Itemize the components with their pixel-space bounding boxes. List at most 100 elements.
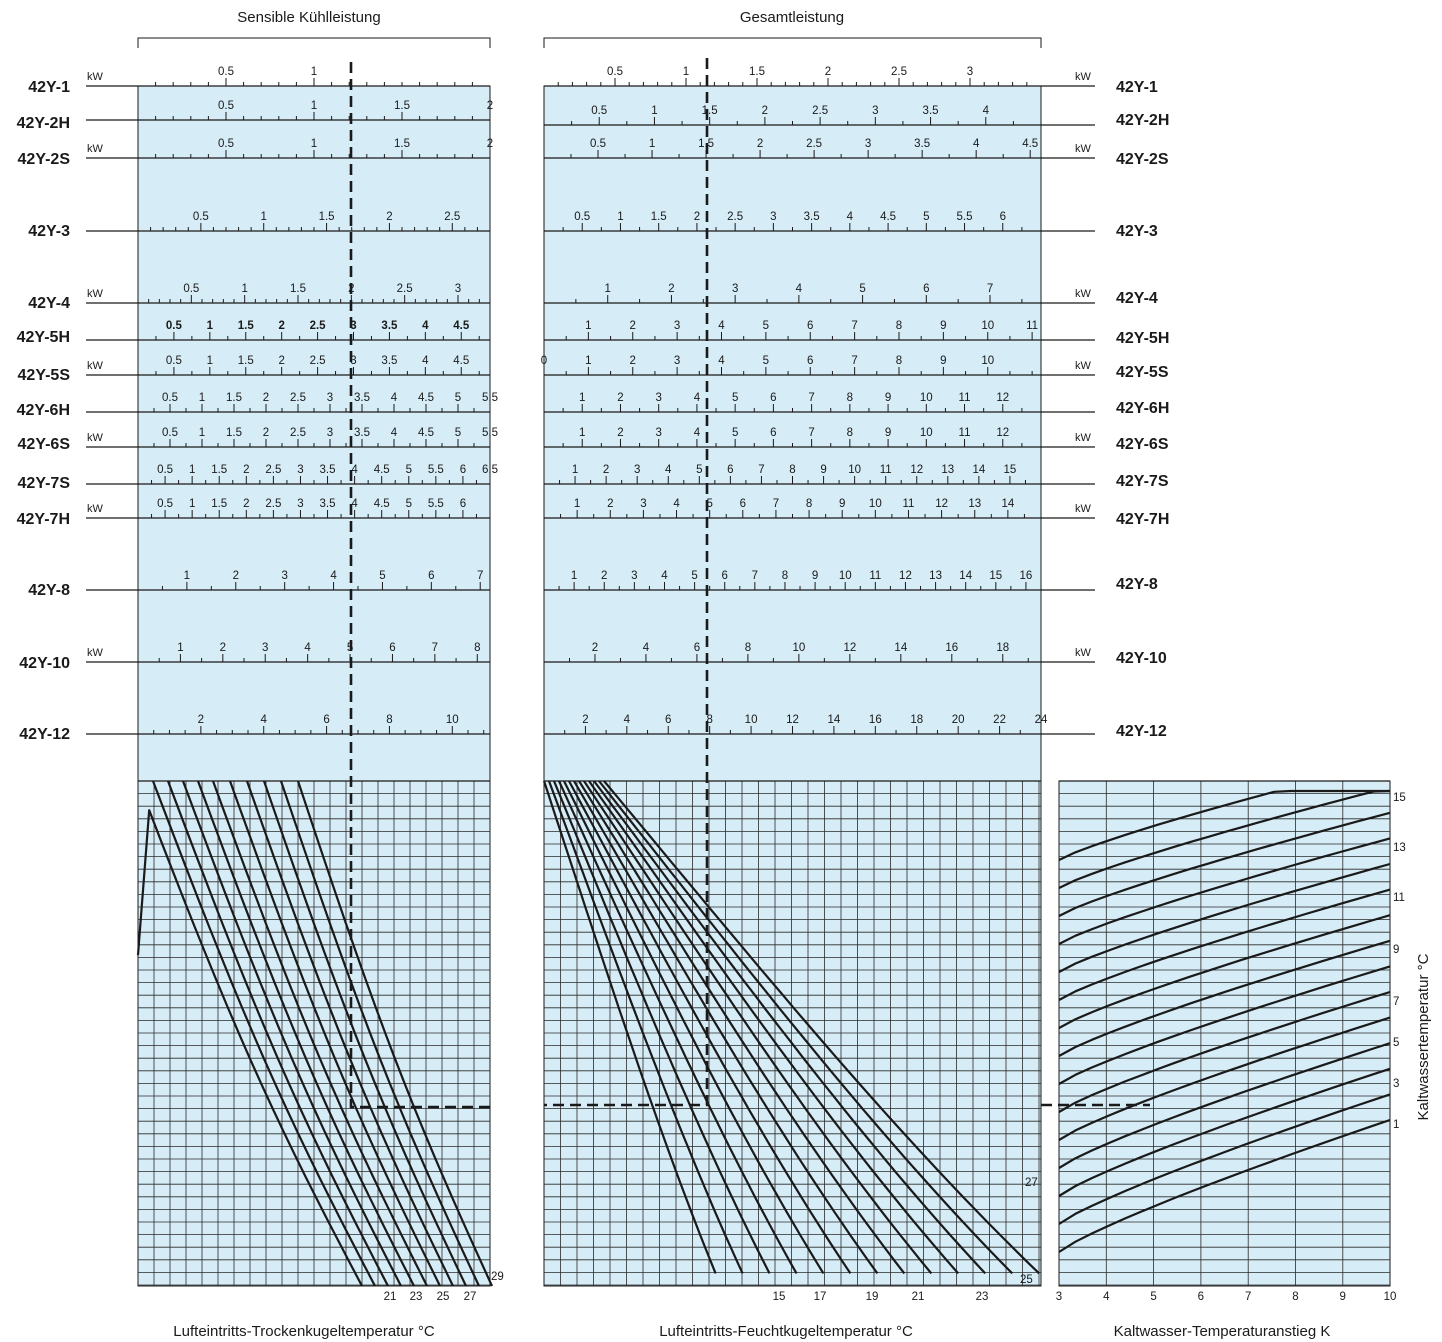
scale-tick-label: 1.5	[394, 100, 410, 112]
model-label-left: 42Y-10	[19, 655, 70, 672]
scale-tick-label: 3	[640, 498, 646, 510]
scale-tick-label: 1	[572, 464, 578, 476]
scale-tick-label: 11	[959, 392, 971, 404]
unit-label-left: kW	[87, 71, 104, 83]
model-label-right: 42Y-12	[1116, 723, 1167, 740]
scale-tick-label: 1	[207, 355, 213, 367]
scale-tick-label: 6	[694, 642, 700, 654]
ylabel-water: Kaltwassertemperatur °C	[1415, 953, 1432, 1120]
curve-water	[1058, 914, 1391, 1029]
scale-tick-label: 3	[872, 105, 878, 117]
scale-tick-label: 1.5	[702, 105, 718, 117]
curve-total	[542, 780, 717, 1274]
model-label-right: 42Y-7S	[1116, 473, 1169, 490]
scale-tick-label: 3	[770, 211, 776, 223]
scale-tick-label: 0.5	[157, 464, 173, 476]
scale-tick-label: 14	[894, 642, 907, 654]
scale-tick-label: 9	[885, 427, 891, 439]
scale-tick-label: 7	[758, 464, 764, 476]
scale-tick-label: 5.5	[482, 392, 498, 404]
scale-tick-label: 7	[851, 355, 857, 367]
scale-tick-label: 2	[386, 211, 392, 223]
scale-tick-label: 4	[661, 570, 668, 582]
scale-tick-label: 9	[940, 320, 946, 332]
scale-tick-label: 4.5	[374, 464, 390, 476]
model-label-left: 42Y-5S	[18, 367, 71, 384]
model-label-left: 42Y-7H	[17, 511, 70, 528]
model-label-right: 42Y-6S	[1116, 436, 1169, 453]
scale-tick-label: 8	[896, 320, 902, 332]
curve-total	[573, 780, 879, 1275]
model-label-right: 42Y-4	[1116, 290, 1158, 307]
scale-tick-label: 1	[177, 642, 183, 654]
scale-tick-label: 5	[455, 427, 461, 439]
unit-label-right: kW	[1075, 288, 1092, 300]
curve-water	[1058, 1042, 1391, 1169]
scale-tick-label: 5	[732, 392, 738, 404]
curve-label-total: 27	[1025, 1177, 1038, 1189]
scale-tick-label: 5	[691, 570, 697, 582]
water-x-tick: 8	[1292, 1291, 1298, 1303]
scale-tick-label: 2	[263, 427, 269, 439]
scale-tick-label: 2.5	[310, 355, 326, 367]
model-label-right: 42Y-2H	[1116, 112, 1169, 129]
scale-tick-label: 4	[643, 642, 650, 654]
curve-total	[598, 780, 1013, 1275]
model-label-left: 42Y-5H	[17, 329, 70, 346]
scale-tick-label: 7	[477, 570, 483, 582]
water-x-tick: 6	[1198, 1291, 1204, 1303]
scale-tick-label: 10	[839, 570, 852, 582]
curve-water	[1058, 990, 1391, 1113]
curve-label-water: 5	[1393, 1037, 1399, 1049]
curve-sensible	[262, 780, 467, 1287]
scale-tick-label: 6	[428, 570, 434, 582]
scale-tick-label: 2.5	[265, 464, 281, 476]
scale-tick-label: 8	[847, 392, 853, 404]
scale-tick-label: 1.5	[394, 138, 410, 150]
scale-tick-label: 6	[923, 283, 929, 295]
unit-label-left: kW	[87, 143, 104, 155]
curve-total	[557, 780, 798, 1274]
scale-tick-label: 3.5	[804, 211, 820, 223]
curve-label-water: 13	[1393, 842, 1406, 854]
unit-label-left: kW	[87, 647, 104, 659]
curve-label-water: 7	[1393, 996, 1399, 1008]
scale-tick-label: 1.5	[211, 464, 227, 476]
scale-tick-label: 4	[673, 498, 680, 510]
scale-tick-label: 4	[261, 714, 268, 726]
scale-tick-label: 4	[624, 714, 631, 726]
curve-label-water: 15	[1393, 792, 1406, 804]
scale-tick-label: 8	[896, 355, 902, 367]
curve-label-sensible: 29	[491, 1271, 504, 1283]
scale-tick-label: 0.5	[157, 498, 173, 510]
curve-sensible	[136, 809, 363, 1287]
scale-tick-label: 4.5	[374, 498, 390, 510]
scale-tick-label: 8	[782, 570, 788, 582]
scale-tick-label: 3.5	[914, 138, 930, 150]
curve-sensible	[211, 780, 428, 1287]
scale-tick-label: 10	[792, 642, 805, 654]
scale-tick-label: 2	[233, 570, 239, 582]
model-label-left: 42Y-6S	[18, 436, 71, 453]
scale-tick-label: 1	[649, 138, 655, 150]
scale-tick-label: 7	[808, 427, 814, 439]
scale-tick-label: 7	[987, 283, 993, 295]
scale-tick-label: 1	[207, 320, 214, 332]
scale-tick-label: 8	[386, 714, 392, 726]
unit-label-left: kW	[87, 360, 104, 372]
unit-label-left: kW	[87, 432, 104, 444]
scale-tick-label: 13	[941, 464, 954, 476]
header-total: Gesamtleistung	[740, 9, 844, 26]
model-label-left: 42Y-8	[28, 582, 70, 599]
curve-label-water: 11	[1393, 892, 1405, 904]
scale-tick-label: 4	[973, 138, 980, 150]
scale-tick-label: 3	[655, 427, 661, 439]
scale-tick-label: 12	[843, 642, 856, 654]
scale-tick-label: 3.5	[354, 427, 370, 439]
model-label-right: 42Y-8	[1116, 576, 1158, 593]
model-label-left: 42Y-2H	[17, 115, 70, 132]
curve-total	[578, 780, 906, 1275]
scale-tick-label: 2	[630, 355, 636, 367]
scale-tick-label: 2	[263, 392, 269, 404]
scale-tick-label: 12	[996, 427, 1009, 439]
